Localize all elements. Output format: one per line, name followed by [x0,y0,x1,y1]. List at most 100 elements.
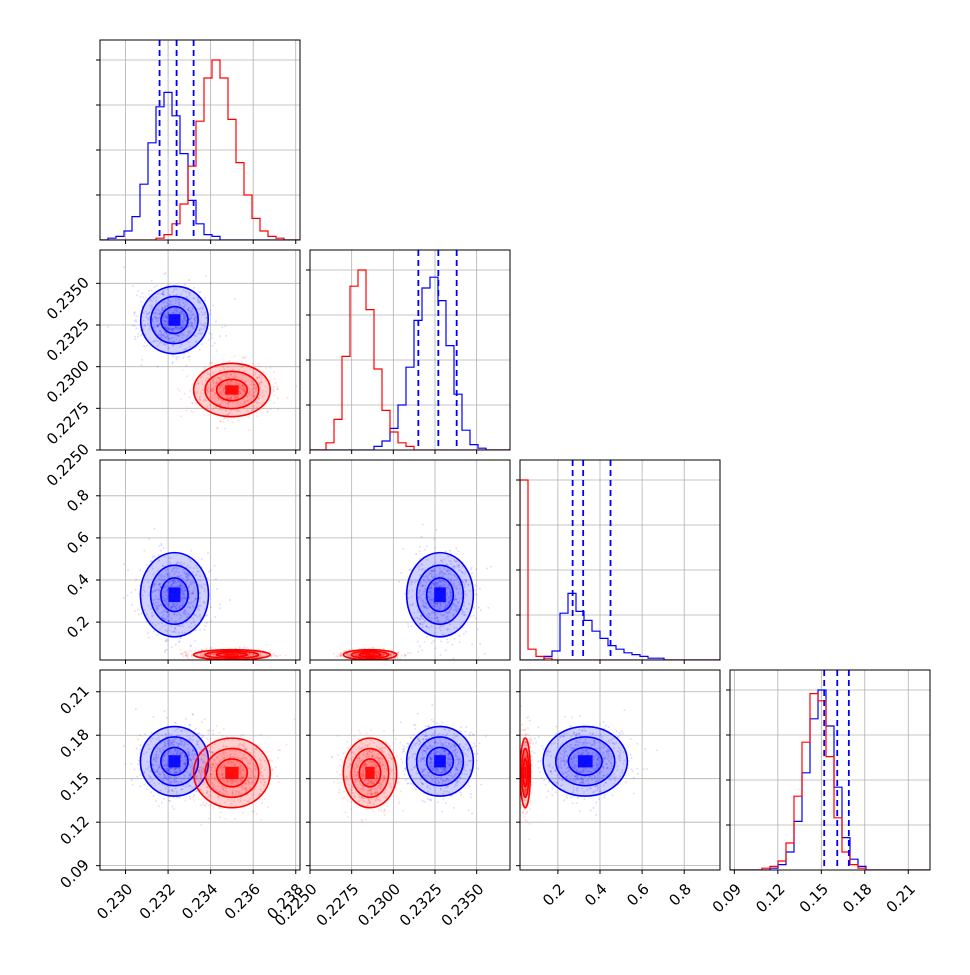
scatter-point [142,292,144,294]
scatter-point [176,359,178,361]
scatter-point [189,396,191,398]
scatter-point [143,784,145,786]
scatter-point [151,290,153,292]
scatter-point [221,735,223,737]
scatter-point [212,733,214,735]
scatter-point [267,751,269,753]
scatter-point [133,312,135,314]
scatter-point [271,655,273,657]
scatter-point [480,609,482,611]
scatter-point [208,339,210,341]
scatter-point [267,806,269,808]
scatter-point [156,285,158,287]
hist-panel-0 [96,40,300,244]
scatter-point [439,654,441,656]
scatter-point [258,363,260,365]
scatter-point [452,657,454,659]
scatter-point [215,578,217,580]
scatter-point [180,653,182,655]
scatter-point [199,629,201,631]
scatter-point [408,626,410,628]
red-density-peak [225,654,238,656]
scatter-point [182,653,184,655]
scatter-point [435,529,437,531]
scatter-point [165,641,167,643]
scatter-point [203,629,205,631]
scatter-point [340,652,342,654]
scatter-point [201,662,203,664]
scatter-point [180,398,182,400]
scatter-point [478,607,480,609]
y-tick-label: 0.8 [63,486,93,516]
y-tick-label: 0.4 [63,570,93,600]
scatter-point [203,804,205,806]
blue-density-peak [169,314,181,326]
scatter-point [153,716,155,718]
scatter-point [137,290,139,292]
scatter-point [248,429,250,431]
scatter-point [144,733,146,735]
scatter-point [477,628,479,630]
scatter-point [487,607,489,609]
scatter-point [204,805,206,807]
scatter-point [333,653,335,655]
scatter-point [440,640,442,642]
scatter-point [474,584,476,586]
scatter-point [154,286,156,288]
scatter-point [431,642,433,644]
scatter-point [141,359,143,361]
scatter-point [146,788,148,790]
scatter-point [424,641,426,643]
scatter-point [130,763,132,765]
scatter-point [490,566,492,568]
scatter-point [189,356,191,358]
scatter-point [398,581,400,583]
scatter-point [402,548,404,550]
scatter-point [148,538,150,540]
scatter-point [277,386,279,388]
y-tick-label: 0.2250 [43,440,93,490]
scatter-point [219,335,221,337]
scatter-point [475,594,477,596]
scatter-point [190,650,192,652]
scatter-point [285,744,287,746]
scatter-point [486,568,488,570]
scatter-point [234,818,236,820]
scatter-point [215,321,217,323]
scatter-point [132,784,134,786]
scatter-point [445,550,447,552]
scatter-point [127,569,129,571]
scatter-point [199,349,201,351]
scatter-point [190,645,192,647]
scatter-point [463,633,465,635]
scatter-point [180,415,182,417]
scatter-point [479,643,481,645]
scatter-point [209,738,211,740]
scatter-point [395,657,397,659]
scatter-point [186,656,188,658]
scatter-point [234,298,236,300]
scatter-point [207,552,209,554]
scatter-point [134,769,136,771]
scatter-point [404,656,406,658]
scatter-point [184,284,186,286]
scatter-point [240,735,242,737]
scatter-point [434,547,436,549]
scatter-point [229,360,231,362]
scatter-point [210,333,212,335]
scatter-point [417,641,419,643]
scatter-point [150,791,152,793]
scatter-point [156,634,158,636]
scatter-point [166,717,168,719]
scatter-point [273,390,275,392]
scatter-point [479,588,481,590]
blue-density-peak [434,587,446,602]
scatter-point [140,364,142,366]
scatter-point [261,819,263,821]
scatter-point [178,641,180,643]
scatter-point [185,651,187,653]
scatter-point [184,393,186,395]
scatter-point [192,755,194,757]
scatter-point [404,593,406,595]
y-tick-label: 0.2275 [43,398,93,448]
